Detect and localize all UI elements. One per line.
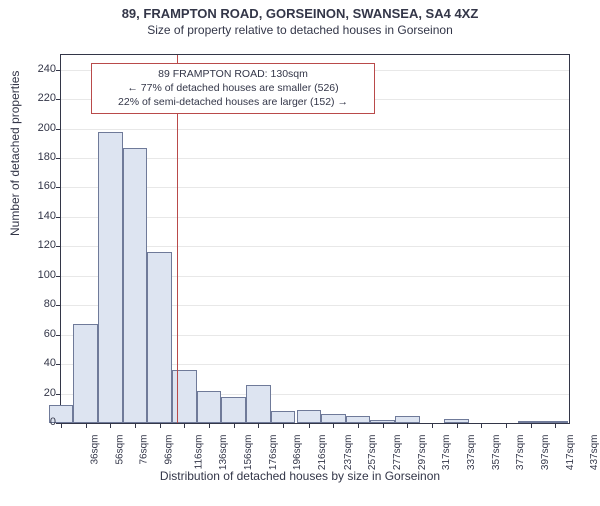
xtick-label: 216sqm bbox=[317, 435, 328, 471]
xtick-label: 357sqm bbox=[491, 435, 502, 471]
ytick-mark bbox=[56, 305, 61, 306]
xtick-label: 417sqm bbox=[565, 435, 576, 471]
ytick-label: 240 bbox=[26, 63, 56, 75]
xtick-mark bbox=[407, 423, 408, 428]
ytick-label: 160 bbox=[26, 180, 56, 192]
ytick-label: 20 bbox=[26, 387, 56, 399]
xtick-mark bbox=[432, 423, 433, 428]
histogram-bar bbox=[395, 416, 420, 423]
xtick-label: 96sqm bbox=[163, 435, 174, 465]
xtick-mark bbox=[358, 423, 359, 428]
xtick-mark bbox=[86, 423, 87, 428]
ytick-mark bbox=[56, 217, 61, 218]
xtick-label: 377sqm bbox=[516, 435, 527, 471]
ytick-mark bbox=[56, 70, 61, 71]
ytick-mark bbox=[56, 394, 61, 395]
histogram-bar bbox=[321, 414, 346, 423]
histogram-plot: 36sqm56sqm76sqm96sqm116sqm136sqm156sqm17… bbox=[60, 54, 570, 424]
histogram-bar bbox=[271, 411, 296, 423]
xtick-label: 297sqm bbox=[417, 435, 428, 471]
histogram-bar bbox=[73, 324, 98, 423]
xtick-label: 437sqm bbox=[590, 435, 600, 471]
xtick-mark bbox=[234, 423, 235, 428]
xtick-mark bbox=[531, 423, 532, 428]
ytick-label: 200 bbox=[26, 122, 56, 134]
chart-subtitle: Size of property relative to detached ho… bbox=[0, 23, 600, 37]
xtick-mark bbox=[209, 423, 210, 428]
ytick-mark bbox=[56, 129, 61, 130]
ytick-mark bbox=[56, 364, 61, 365]
xtick-label: 277sqm bbox=[392, 435, 403, 471]
xtick-mark bbox=[160, 423, 161, 428]
xtick-label: 237sqm bbox=[343, 435, 354, 471]
ytick-label: 140 bbox=[26, 210, 56, 222]
xtick-label: 337sqm bbox=[466, 435, 477, 471]
xtick-label: 136sqm bbox=[218, 435, 229, 471]
ytick-label: 120 bbox=[26, 239, 56, 251]
histogram-bar bbox=[147, 252, 172, 423]
annotation-line: ← 77% of detached houses are smaller (52… bbox=[98, 81, 368, 95]
xtick-mark bbox=[383, 423, 384, 428]
annotation-box: 89 FRAMPTON ROAD: 130sqm← 77% of detache… bbox=[91, 63, 375, 114]
ytick-label: 100 bbox=[26, 269, 56, 281]
xtick-mark bbox=[333, 423, 334, 428]
histogram-bar bbox=[297, 410, 322, 423]
histogram-bar bbox=[346, 416, 371, 423]
xtick-mark bbox=[61, 423, 62, 428]
xtick-mark bbox=[135, 423, 136, 428]
ytick-label: 180 bbox=[26, 151, 56, 163]
y-axis-label: Number of detached properties bbox=[8, 71, 22, 236]
ytick-mark bbox=[56, 99, 61, 100]
ytick-label: 60 bbox=[26, 328, 56, 340]
xtick-label: 76sqm bbox=[139, 435, 150, 465]
ytick-mark bbox=[56, 246, 61, 247]
ytick-label: 220 bbox=[26, 92, 56, 104]
ytick-mark bbox=[56, 335, 61, 336]
xtick-mark bbox=[457, 423, 458, 428]
xtick-label: 116sqm bbox=[193, 435, 204, 470]
xtick-label: 317sqm bbox=[442, 435, 453, 471]
xtick-label: 156sqm bbox=[243, 435, 254, 471]
xtick-label: 176sqm bbox=[268, 435, 279, 471]
xtick-label: 36sqm bbox=[90, 435, 101, 465]
histogram-bar bbox=[172, 370, 197, 423]
ytick-mark bbox=[56, 158, 61, 159]
xtick-mark bbox=[309, 423, 310, 428]
xtick-label: 56sqm bbox=[114, 435, 125, 465]
x-axis-label: Distribution of detached houses by size … bbox=[0, 469, 600, 483]
ytick-label: 80 bbox=[26, 298, 56, 310]
xtick-label: 196sqm bbox=[292, 435, 303, 471]
xtick-mark bbox=[258, 423, 259, 428]
ytick-mark bbox=[56, 187, 61, 188]
annotation-line: 22% of semi-detached houses are larger (… bbox=[98, 95, 368, 109]
gridline bbox=[61, 129, 569, 130]
xtick-mark bbox=[110, 423, 111, 428]
xtick-label: 257sqm bbox=[368, 435, 379, 471]
xtick-label: 397sqm bbox=[540, 435, 551, 471]
xtick-mark bbox=[555, 423, 556, 428]
xtick-mark bbox=[481, 423, 482, 428]
histogram-bar bbox=[123, 148, 148, 423]
annotation-line: 89 FRAMPTON ROAD: 130sqm bbox=[98, 67, 368, 81]
histogram-bar bbox=[98, 132, 123, 423]
xtick-mark bbox=[506, 423, 507, 428]
chart-title: 89, FRAMPTON ROAD, GORSEINON, SWANSEA, S… bbox=[0, 6, 600, 21]
ytick-label: 40 bbox=[26, 357, 56, 369]
histogram-bar bbox=[197, 391, 222, 423]
histogram-bar bbox=[221, 397, 246, 423]
xtick-mark bbox=[283, 423, 284, 428]
ytick-label: 0 bbox=[26, 416, 56, 428]
histogram-bar bbox=[246, 385, 271, 423]
xtick-mark bbox=[184, 423, 185, 428]
ytick-mark bbox=[56, 276, 61, 277]
